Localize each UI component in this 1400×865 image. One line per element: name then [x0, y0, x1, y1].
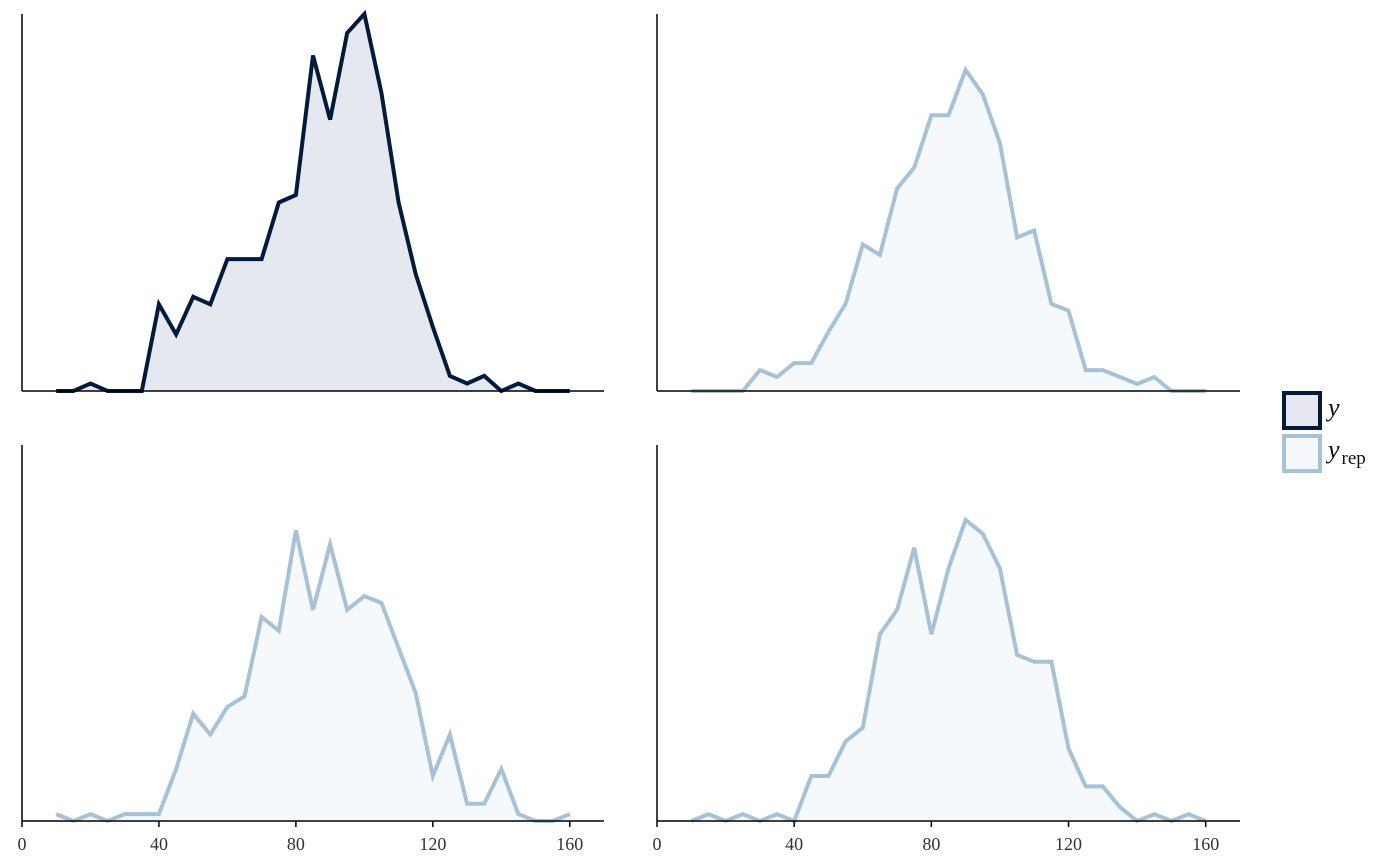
density-area-1 — [56, 14, 570, 391]
legend-swatch-yrep — [1282, 434, 1322, 473]
x-tick-label-3-160: 160 — [556, 834, 583, 854]
legend-label-yrep: y rep — [1325, 435, 1366, 469]
x-tick-label-4-160: 160 — [1192, 834, 1219, 854]
facet-panel-1 — [21, 9, 604, 394]
facet-panels: 0 40 80 120 160 0 40 80 120 160 — [18, 9, 1240, 854]
legend: y y rep — [1282, 391, 1366, 473]
density-line-2 — [691, 65, 1206, 393]
facet-panel-4: 0 40 80 120 160 — [653, 445, 1240, 854]
density-line-4 — [690, 516, 1207, 824]
density-area-3 — [56, 530, 570, 821]
density-area-4 — [691, 520, 1206, 821]
legend-swatch-y — [1282, 391, 1322, 430]
legend-label-yrep-symbol: y — [1325, 435, 1340, 464]
x-tick-label-4-0: 0 — [653, 834, 662, 854]
x-tick-label-4-40: 40 — [785, 834, 803, 854]
x-tick-label-4-80: 80 — [922, 834, 940, 854]
facet-panel-3: 0 40 80 120 160 — [18, 445, 604, 854]
x-tick-label-3-40: 40 — [150, 834, 168, 854]
legend-label-y: y — [1325, 393, 1340, 422]
x-tick-label-3-120: 120 — [419, 834, 446, 854]
x-tick-label-3-0: 0 — [18, 834, 27, 854]
density-line-3 — [55, 529, 571, 824]
x-tick-label-4-120: 120 — [1055, 834, 1082, 854]
legend-label-yrep-subscript: rep — [1342, 448, 1366, 469]
density-area-2 — [691, 69, 1206, 392]
facet-panel-2 — [656, 14, 1240, 393]
x-tick-label-3-80: 80 — [287, 834, 305, 854]
